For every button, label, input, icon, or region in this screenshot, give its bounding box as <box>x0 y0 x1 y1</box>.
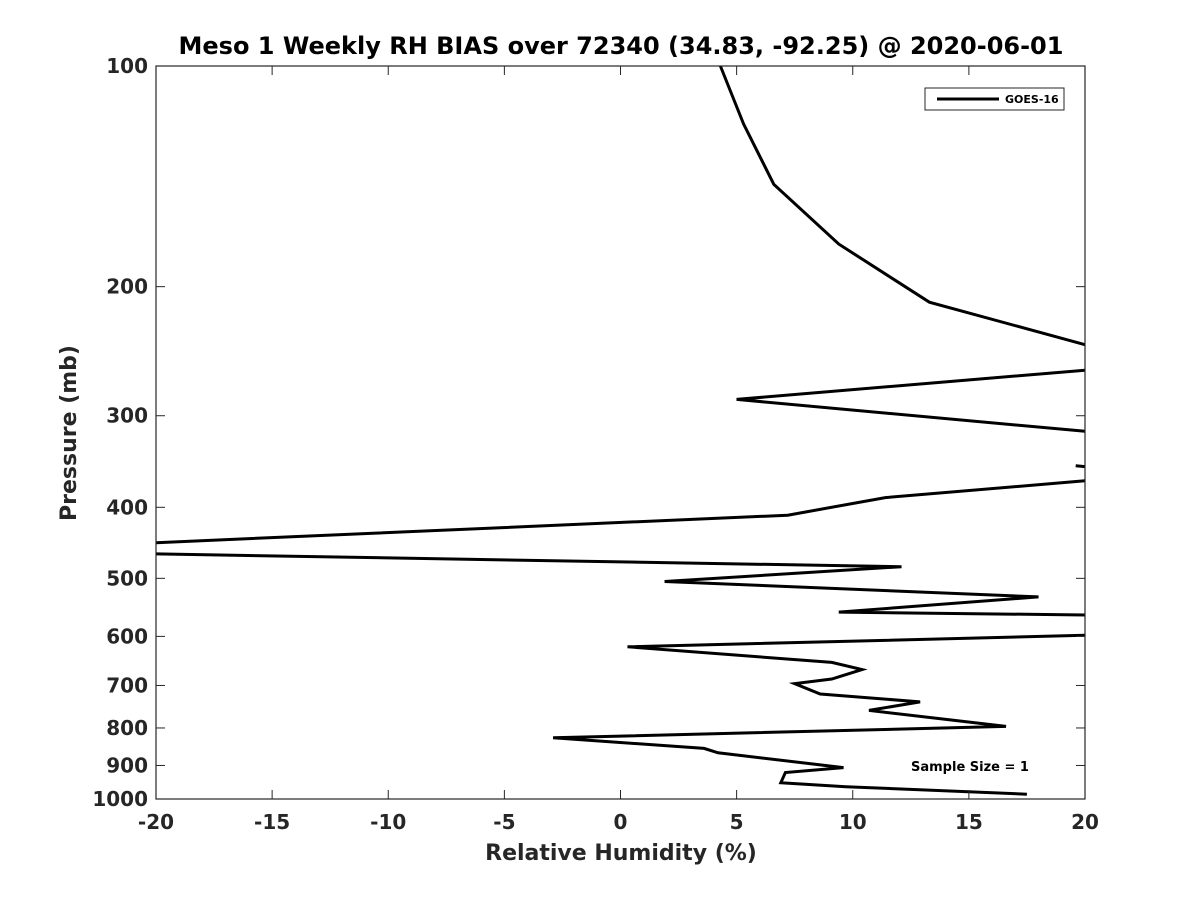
series-line-segment <box>155 552 1086 617</box>
series-line-segment <box>719 65 1086 347</box>
y-tick-label: 1000 <box>92 787 148 811</box>
x-tick-label: -10 <box>370 810 406 834</box>
series-line-segment <box>736 368 1086 433</box>
x-axis-ticks: -20 -15 -10 -5 0 5 10 15 20 <box>138 66 1099 834</box>
sample-size-annotation: Sample Size = 1 <box>911 760 1029 775</box>
x-tick-label: 15 <box>955 810 983 834</box>
series-line-segment <box>552 633 1086 796</box>
y-tick-label: 800 <box>106 716 148 740</box>
x-tick-label: 20 <box>1071 810 1099 834</box>
y-tick-label: 400 <box>106 495 148 519</box>
x-tick-label: -5 <box>493 810 515 834</box>
y-tick-label: 200 <box>106 275 148 299</box>
series-line-segment <box>1075 464 1086 469</box>
x-tick-label: -15 <box>254 810 290 834</box>
legend-label: GOES-16 <box>1005 93 1059 106</box>
plot-lines <box>155 65 1086 796</box>
y-axis-label: Pressure (mb) <box>57 345 82 521</box>
y-tick-label: 600 <box>106 624 148 648</box>
y-tick-label: 900 <box>106 753 148 777</box>
chart-title: Meso 1 Weekly RH BIAS over 72340 (34.83,… <box>179 32 1064 60</box>
legend: GOES-16 <box>924 87 1065 111</box>
y-tick-label: 100 <box>106 54 148 78</box>
x-tick-label: 10 <box>839 810 867 834</box>
plot-frame <box>155 65 1086 800</box>
y-axis-ticks: 100 200 300 400 500 600 700 800 900 1000 <box>92 54 1085 811</box>
series-line-segment <box>155 479 1086 545</box>
x-axis-label: Relative Humidity (%) <box>485 841 757 866</box>
x-tick-label: -20 <box>138 810 174 834</box>
y-tick-label: 300 <box>106 404 148 428</box>
y-tick-label: 500 <box>106 566 148 590</box>
y-tick-label: 700 <box>106 673 148 697</box>
x-tick-label: 5 <box>730 810 744 834</box>
x-tick-label: 0 <box>614 810 628 834</box>
